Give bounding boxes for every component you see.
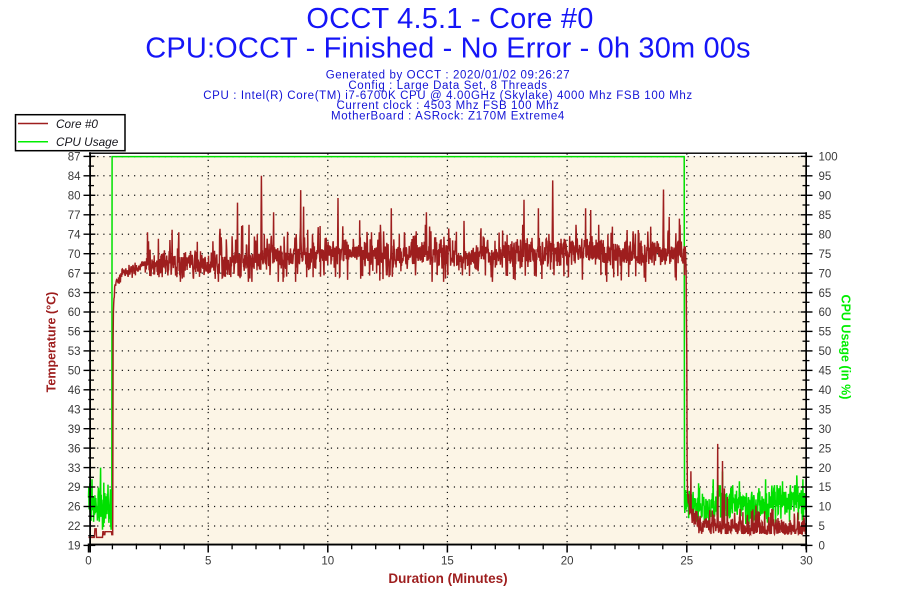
svg-text:22: 22 [68, 521, 81, 533]
svg-text:OCCT 4.5.1 - Core #0: OCCT 4.5.1 - Core #0 [306, 3, 593, 35]
svg-text:80: 80 [68, 191, 81, 203]
svg-text:30: 30 [800, 556, 813, 568]
svg-text:40: 40 [819, 385, 832, 397]
svg-text:Config : Large Data Set, 8 Thr: Config : Large Data Set, 8 Threads [348, 80, 547, 92]
svg-text:10: 10 [819, 502, 832, 514]
svg-text:36: 36 [68, 443, 81, 455]
svg-text:70: 70 [819, 268, 832, 280]
svg-text:25: 25 [819, 443, 832, 455]
svg-text:35: 35 [819, 404, 832, 416]
svg-text:Generated by OCCT : 2020/01/02: Generated by OCCT : 2020/01/02 09:26:27 [326, 70, 571, 82]
svg-text:20: 20 [561, 556, 574, 568]
svg-text:33: 33 [68, 463, 81, 475]
svg-text:25: 25 [680, 556, 693, 568]
svg-text:84: 84 [68, 171, 81, 183]
svg-text:19: 19 [68, 541, 81, 553]
svg-text:85: 85 [819, 210, 832, 222]
svg-text:55: 55 [819, 327, 832, 339]
svg-text:20: 20 [819, 463, 832, 475]
svg-text:60: 60 [68, 307, 81, 319]
svg-text:Core #0: Core #0 [56, 117, 98, 131]
svg-text:Duration (Minutes): Duration (Minutes) [388, 571, 507, 586]
svg-text:46: 46 [68, 385, 81, 397]
svg-text:67: 67 [68, 268, 81, 280]
svg-text:80: 80 [819, 229, 832, 241]
svg-text:CPU Usage (in %): CPU Usage (in %) [839, 295, 853, 400]
svg-text:74: 74 [68, 229, 81, 241]
svg-text:50: 50 [68, 366, 81, 378]
svg-text:CPU : Intel(R) Core(TM) i7-670: CPU : Intel(R) Core(TM) i7-6700K CPU @ 4… [203, 90, 693, 102]
svg-text:CPU Usage: CPU Usage [56, 135, 119, 149]
svg-text:65: 65 [819, 288, 832, 300]
svg-text:43: 43 [68, 404, 81, 416]
svg-text:30: 30 [819, 424, 832, 436]
svg-text:70: 70 [68, 249, 81, 261]
svg-text:39: 39 [68, 424, 81, 436]
svg-text:Current clock : 4503 Mhz FSB 1: Current clock : 4503 Mhz FSB 100 Mhz [336, 100, 559, 112]
svg-text:63: 63 [68, 288, 81, 300]
svg-text:29: 29 [68, 482, 81, 494]
svg-text:15: 15 [441, 556, 454, 568]
svg-text:CPU:OCCT - Finished - No Error: CPU:OCCT - Finished - No Error - 0h 30m … [145, 32, 750, 64]
svg-text:90: 90 [819, 191, 832, 203]
svg-text:0: 0 [85, 556, 91, 568]
svg-text:100: 100 [819, 152, 838, 164]
svg-text:45: 45 [819, 366, 832, 378]
svg-text:77: 77 [68, 210, 81, 222]
svg-text:56: 56 [68, 327, 81, 339]
svg-text:60: 60 [819, 307, 832, 319]
svg-text:0: 0 [819, 541, 825, 553]
svg-text:15: 15 [819, 482, 832, 494]
svg-text:10: 10 [321, 556, 334, 568]
svg-text:Temperature (°C): Temperature (°C) [45, 292, 59, 393]
svg-text:87: 87 [68, 152, 81, 164]
svg-text:5: 5 [205, 556, 211, 568]
svg-text:75: 75 [819, 249, 832, 261]
svg-text:5: 5 [819, 521, 825, 533]
svg-text:53: 53 [68, 346, 81, 358]
svg-text:95: 95 [819, 171, 832, 183]
svg-text:26: 26 [68, 502, 81, 514]
svg-text:50: 50 [819, 346, 832, 358]
svg-text:MotherBoard : ASRock: Z170M Ex: MotherBoard : ASRock: Z170M Extreme4 [331, 110, 565, 122]
